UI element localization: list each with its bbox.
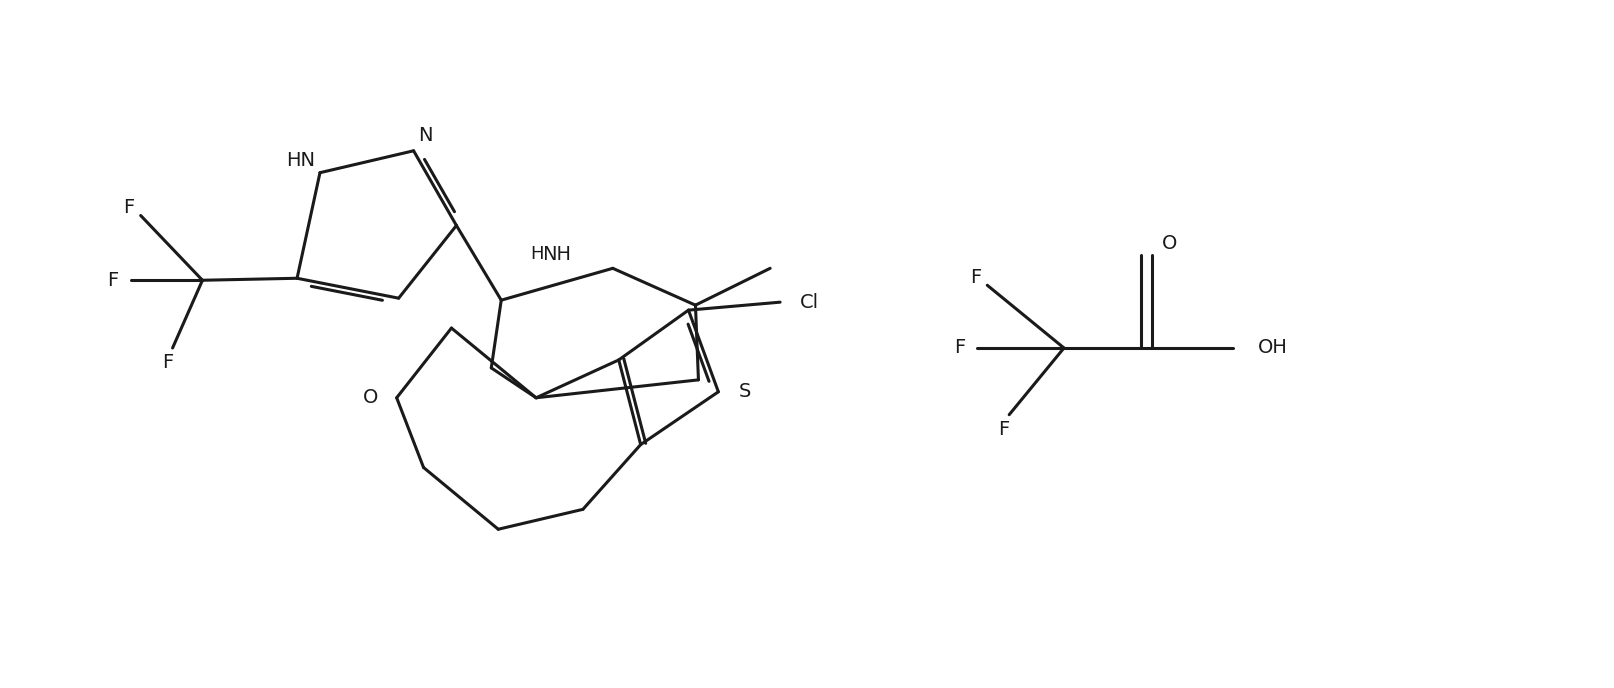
Text: S: S [738, 383, 751, 401]
Text: OH: OH [1259, 338, 1288, 358]
Text: F: F [970, 268, 981, 287]
Text: O: O [363, 388, 379, 407]
Text: O: O [1162, 234, 1177, 253]
Text: F: F [123, 198, 134, 217]
Text: Cl: Cl [801, 292, 820, 312]
Text: F: F [999, 420, 1010, 439]
Text: F: F [954, 338, 965, 358]
Text: NH: NH [542, 245, 571, 264]
Text: F: F [107, 271, 118, 290]
Text: F: F [161, 354, 173, 372]
Text: HN: HN [286, 151, 315, 170]
Text: H: H [531, 246, 544, 264]
Text: N: N [418, 127, 433, 145]
